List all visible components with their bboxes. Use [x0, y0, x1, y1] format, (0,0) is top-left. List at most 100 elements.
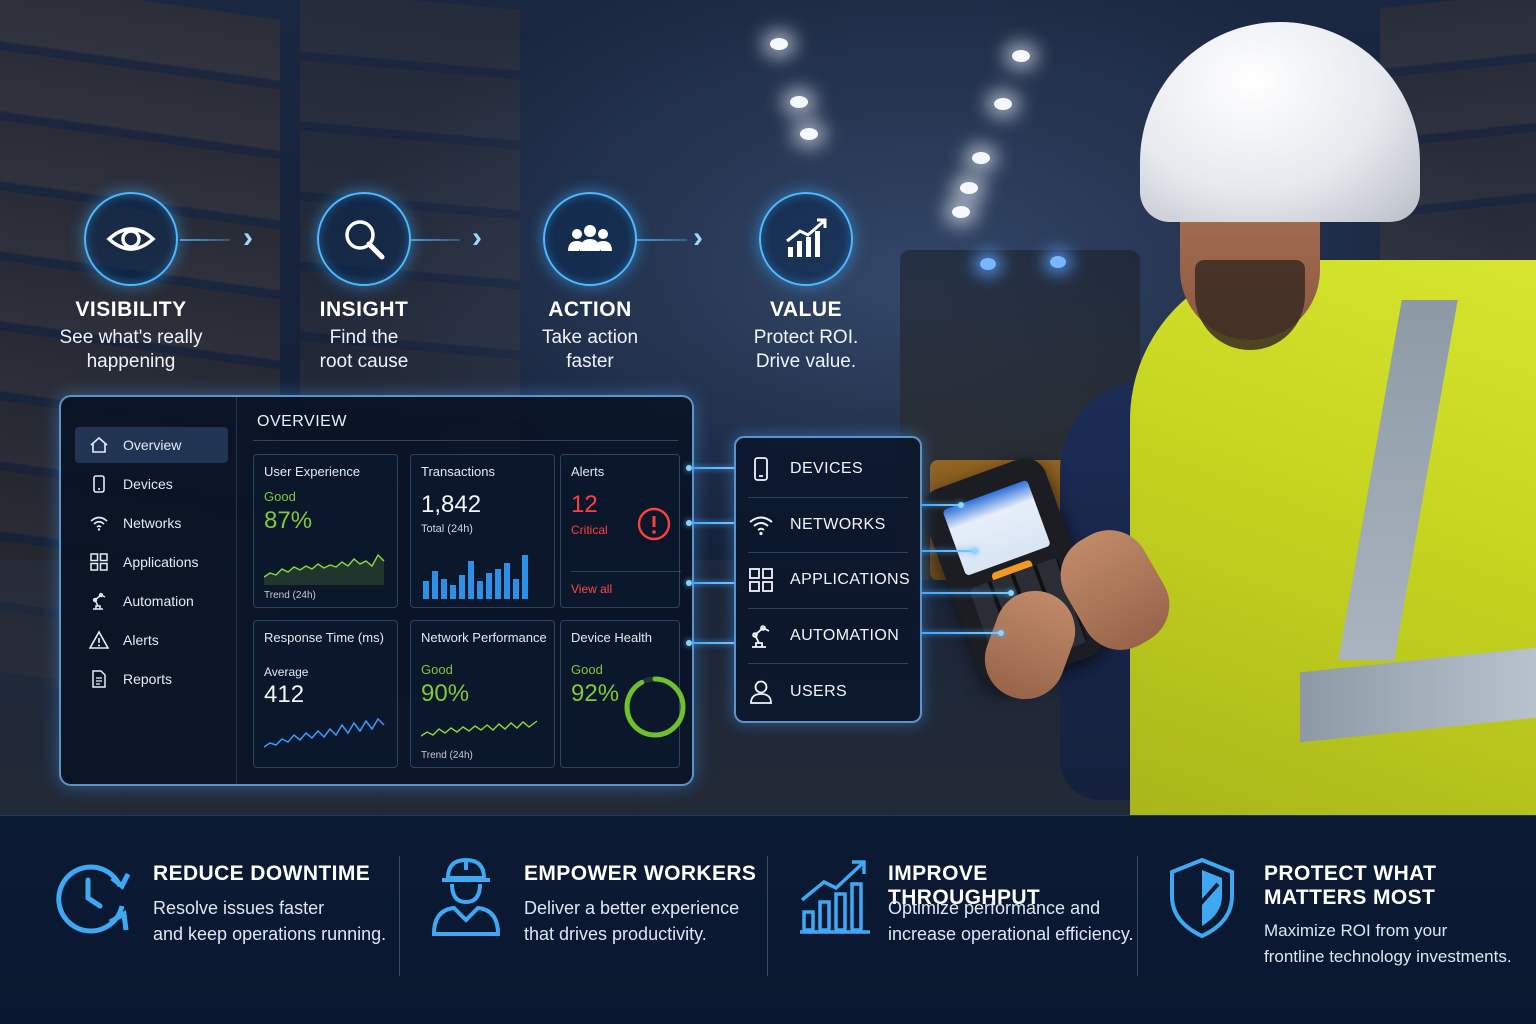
scanner-screen — [942, 479, 1051, 577]
sidebar-item-label: Applications — [123, 554, 199, 570]
flow-connector — [410, 239, 460, 241]
sidebar-item-label: Automation — [123, 593, 194, 609]
forklift-light — [1050, 256, 1066, 268]
device-icon — [93, 475, 105, 493]
sidebar-item-overview[interactable]: Overview — [75, 427, 228, 463]
metric-value: 90% — [421, 680, 470, 707]
growth-chart-icon — [759, 192, 853, 286]
ceiling-light — [972, 152, 990, 164]
sidebar: Overview Devices Networks Applications A… — [61, 397, 237, 784]
connector-line — [692, 467, 736, 469]
card-title: Response Time (ms) — [264, 630, 384, 645]
connector-dot — [958, 502, 964, 508]
card-transactions[interactable]: Transactions 1,842 Total (24h) — [410, 454, 555, 608]
sidebar-item-label: Reports — [123, 671, 173, 687]
worker-beard — [1195, 260, 1305, 350]
benefit-title: MATTERS MOST — [1264, 886, 1436, 909]
wifi-icon — [749, 516, 773, 535]
category-label: APPLICATIONS — [790, 571, 911, 589]
shield-icon — [1170, 857, 1234, 939]
category-users[interactable]: USERS — [748, 664, 908, 720]
card-title: Transactions — [421, 464, 495, 479]
page-title: OVERVIEW — [257, 413, 347, 430]
robot-arm-icon — [752, 624, 770, 648]
category-devices[interactable]: DEVICES — [748, 442, 908, 498]
step-description: See what's really — [59, 327, 203, 348]
category-label: DEVICES — [790, 460, 864, 478]
ceiling-light — [770, 38, 788, 50]
connector-line — [920, 632, 1000, 634]
card-user-experience[interactable]: User Experience Good 87% Trend (24h) — [253, 454, 398, 608]
card-title: Device Health — [571, 630, 652, 645]
sidebar-item-networks[interactable]: Networks — [75, 505, 228, 541]
metric-value: 12 — [571, 491, 598, 518]
wifi-icon — [90, 516, 108, 531]
divider — [1137, 856, 1138, 976]
step-title: VISIBILITY — [75, 298, 187, 321]
step-action: ACTION Take action faster — [490, 192, 690, 374]
category-applications[interactable]: APPLICATIONS — [748, 553, 911, 609]
status-label: Critical — [571, 523, 608, 537]
benefit-improve-throughput: IMPROVE THROUGHPUT Optimize performance … — [768, 816, 1138, 1024]
status-label: Good — [264, 489, 296, 504]
step-description: Take action — [541, 327, 639, 348]
benefits-band: REDUCE DOWNTIME Resolve issues faster an… — [0, 815, 1536, 1024]
category-label: NETWORKS — [790, 515, 886, 533]
sidebar-item-label: Devices — [123, 476, 173, 492]
chevron-right-icon: › — [693, 221, 703, 254]
team-icon — [543, 192, 637, 286]
card-title: User Experience — [264, 464, 361, 479]
benefit-description: increase operational efficiency. — [888, 924, 1134, 944]
sidebar-item-devices[interactable]: Devices — [75, 466, 228, 502]
category-networks[interactable]: NETWORKS — [748, 498, 908, 553]
clock-refresh-icon — [56, 864, 131, 934]
benefit-description: Maximize ROI from your — [1264, 921, 1448, 940]
sidebar-item-applications[interactable]: Applications — [75, 544, 228, 580]
ceiling-light — [800, 128, 818, 140]
sidebar-item-alerts[interactable]: Alerts — [75, 622, 228, 658]
step-insight: INSIGHT Find the root cause — [264, 192, 464, 374]
step-description: root cause — [319, 351, 409, 372]
ceiling-light — [790, 96, 808, 108]
apps-grid-icon — [90, 553, 108, 571]
category-automation[interactable]: AUTOMATION — [748, 609, 908, 664]
card-footer: Trend (24h) — [264, 590, 316, 601]
home-icon — [90, 436, 108, 453]
connector-dot — [686, 520, 692, 526]
benefit-description: Resolve issues faster — [153, 898, 325, 918]
connector-line — [920, 504, 960, 506]
card-footer: Trend (24h) — [421, 750, 473, 761]
card-response-time[interactable]: Response Time (ms) Average 412 — [253, 620, 398, 768]
card-network-performance[interactable]: Network Performance Good 90% Trend (24h) — [410, 620, 555, 768]
status-label: Good — [571, 662, 603, 677]
chevron-right-icon: › — [243, 221, 253, 254]
card-title: Alerts — [571, 464, 605, 479]
ceiling-light — [952, 206, 970, 218]
bar-sparkline — [423, 555, 528, 599]
benefit-reduce-downtime: REDUCE DOWNTIME Resolve issues faster an… — [0, 816, 400, 1024]
connector-dot — [686, 580, 692, 586]
sidebar-item-automation[interactable]: Automation — [75, 583, 228, 619]
benefit-description: and keep operations running. — [153, 924, 387, 944]
card-device-health[interactable]: Device Health Good 92% — [560, 620, 686, 768]
metric-value: 92% — [571, 680, 620, 707]
connector-line — [692, 522, 736, 524]
benefit-protect: PROTECT WHAT MATTERS MOST Maximize ROI f… — [1138, 816, 1536, 1024]
ceiling-light — [994, 98, 1012, 110]
card-alerts[interactable]: Alerts 12 Critical View all — [560, 454, 681, 608]
view-all-link[interactable]: View all — [571, 582, 613, 596]
step-title: INSIGHT — [319, 298, 409, 321]
step-description: Drive value. — [755, 351, 857, 372]
sidebar-item-label: Overview — [123, 437, 182, 453]
benefit-title: EMPOWER WORKERS — [524, 862, 757, 885]
divider — [253, 440, 678, 441]
connector-dot — [972, 548, 978, 554]
sidebar-item-reports[interactable]: Reports — [75, 661, 228, 697]
step-description: happening — [86, 351, 176, 372]
category-panel: DEVICES NETWORKS APPLICATIONS AUTOMATION… — [734, 436, 922, 723]
health-gauge — [624, 676, 686, 738]
benefit-description: Optimize performance and — [888, 898, 1101, 918]
bar-growth-icon — [800, 860, 870, 934]
connector-dot — [1008, 590, 1014, 596]
metric-subtitle: Average — [264, 665, 309, 679]
